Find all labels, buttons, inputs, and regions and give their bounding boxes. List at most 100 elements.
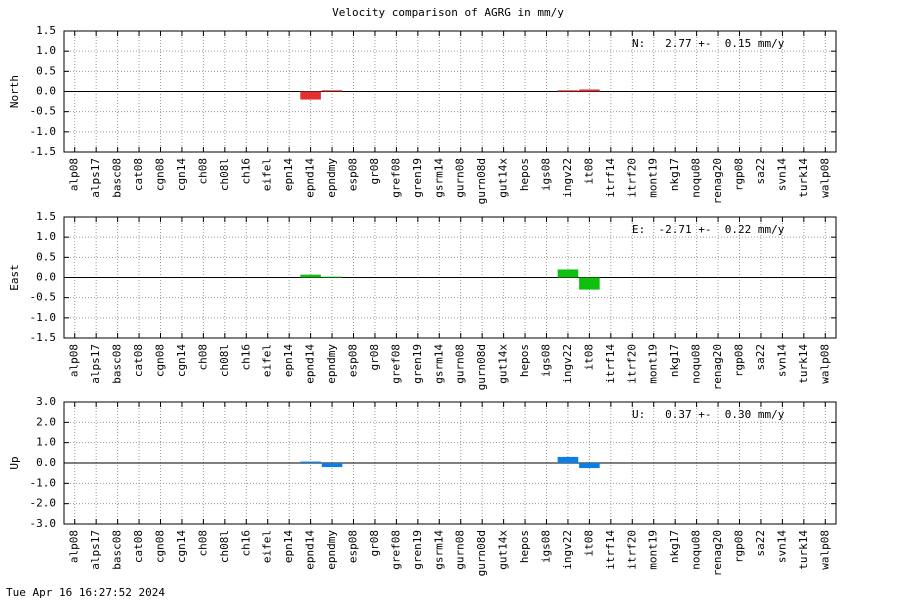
x-tick-label: itrf14 (604, 344, 617, 384)
x-tick-label: igs08 (540, 344, 553, 377)
x-tick-label: alps17 (89, 530, 102, 570)
bar (579, 277, 600, 290)
bar (557, 90, 579, 92)
x-tick-label: svn14 (775, 530, 788, 563)
x-tick-label: ch08l (218, 530, 231, 563)
x-tick-label: it08 (582, 344, 595, 371)
x-tick-label: gref08 (389, 530, 402, 570)
y-axis-label: North (8, 75, 21, 108)
y-tick-label: 0.0 (36, 85, 56, 98)
x-tick-label: rgp08 (733, 158, 746, 191)
x-tick-label: itrf20 (625, 344, 638, 384)
x-tick-label: alp08 (68, 344, 81, 377)
x-tick-label: gsrm14 (432, 158, 445, 198)
y-tick-label: 1.5 (36, 24, 56, 37)
plot-frame (63, 401, 837, 525)
x-tick-label: svn14 (775, 344, 788, 377)
x-tick-label: ch16 (239, 344, 252, 371)
x-tick-label: hepos (518, 530, 531, 563)
x-tick-label: hepos (518, 344, 531, 377)
x-tick-label: rgp08 (733, 344, 746, 377)
x-tick-label: mont19 (647, 158, 660, 198)
y-tick-label: 1.0 (36, 44, 56, 57)
x-tick-label: epn14 (282, 158, 295, 191)
x-tick-label: basc08 (111, 530, 124, 570)
x-tick-label: alps17 (89, 158, 102, 198)
x-tick-label: nkg17 (668, 158, 681, 191)
x-tick-label: esp08 (347, 530, 360, 563)
x-tick-label: ch08l (218, 158, 231, 191)
x-tick-label: mont19 (647, 344, 660, 384)
x-tick-label: gurn08 (454, 530, 467, 570)
x-tick-label: svn14 (775, 158, 788, 191)
x-tick-label: renag20 (711, 158, 724, 204)
x-tick-label: igs08 (540, 158, 553, 191)
bar (300, 91, 321, 100)
x-tick-label: ch08 (196, 530, 209, 557)
x-tick-label: epn14 (282, 344, 295, 377)
timestamp: Tue Apr 16 16:27:52 2024 (6, 586, 165, 599)
x-tick-label: gren19 (411, 530, 424, 570)
plot-frame (63, 30, 837, 153)
x-tick-label: gut14x (497, 530, 510, 570)
x-tick-label: epn14 (282, 530, 295, 563)
x-tick-label: walp08 (818, 344, 831, 384)
x-tick-label: epndmy (325, 530, 338, 570)
x-tick-label: gr08 (368, 158, 381, 185)
x-tick-label: eifel (261, 344, 274, 377)
x-tick-label: cat08 (132, 158, 145, 191)
bar (557, 456, 579, 463)
y-tick-label: -1.0 (30, 125, 57, 138)
x-tick-label: gsrm14 (432, 530, 445, 570)
y-tick-label: 1.0 (36, 436, 56, 449)
y-tick-label: 1.0 (36, 230, 56, 243)
plot-frame (63, 216, 837, 339)
x-tick-label: alps17 (89, 344, 102, 384)
x-tick-label: ch08 (196, 344, 209, 371)
x-tick-label: noqu08 (690, 344, 703, 384)
chart-title: Velocity comparison of AGRG in mm/y (332, 6, 564, 19)
x-tick-label: gurn08d (475, 530, 488, 576)
x-tick-label: renag20 (711, 344, 724, 390)
y-tick-label: -1.5 (30, 145, 57, 158)
x-tick-label: turk14 (797, 344, 810, 384)
x-tick-label: turk14 (797, 158, 810, 198)
x-tick-label: gr08 (368, 344, 381, 371)
x-tick-label: cgn08 (154, 344, 167, 377)
x-tick-label: sa22 (754, 344, 767, 371)
x-tick-label: ch16 (239, 158, 252, 185)
x-tick-label: eifel (261, 158, 274, 191)
x-tick-label: noqu08 (690, 530, 703, 570)
y-tick-label: -3.0 (30, 517, 57, 530)
y-tick-label: -1.0 (30, 476, 57, 489)
annotation: U: 0.37 +- 0.30 mm/y (632, 408, 785, 421)
x-tick-label: walp08 (818, 530, 831, 570)
x-tick-label: igs08 (540, 530, 553, 563)
x-tick-label: sa22 (754, 530, 767, 557)
x-tick-label: it08 (582, 158, 595, 185)
x-tick-label: gsrm14 (432, 344, 445, 384)
bar (321, 90, 343, 92)
bar (321, 276, 343, 278)
x-tick-label: itrf14 (604, 158, 617, 198)
bar (557, 269, 579, 278)
bar (300, 461, 321, 463)
x-tick-label: ch16 (239, 530, 252, 557)
y-axis-label: East (8, 264, 21, 291)
x-tick-label: gren19 (411, 158, 424, 198)
x-tick-label: itrf20 (625, 158, 638, 198)
y-tick-label: 0.0 (36, 456, 56, 469)
y-tick-label: -1.5 (30, 331, 57, 344)
x-tick-label: ingv22 (561, 344, 574, 384)
x-tick-label: cat08 (132, 344, 145, 377)
x-tick-label: epndmy (325, 158, 338, 198)
x-tick-label: gurn08 (454, 158, 467, 198)
x-tick-label: itrf20 (625, 530, 638, 570)
x-tick-label: cgn14 (175, 344, 188, 377)
bar (579, 89, 600, 92)
x-tick-label: gref08 (389, 344, 402, 384)
x-tick-label: esp08 (347, 158, 360, 191)
x-tick-label: gref08 (389, 158, 402, 198)
